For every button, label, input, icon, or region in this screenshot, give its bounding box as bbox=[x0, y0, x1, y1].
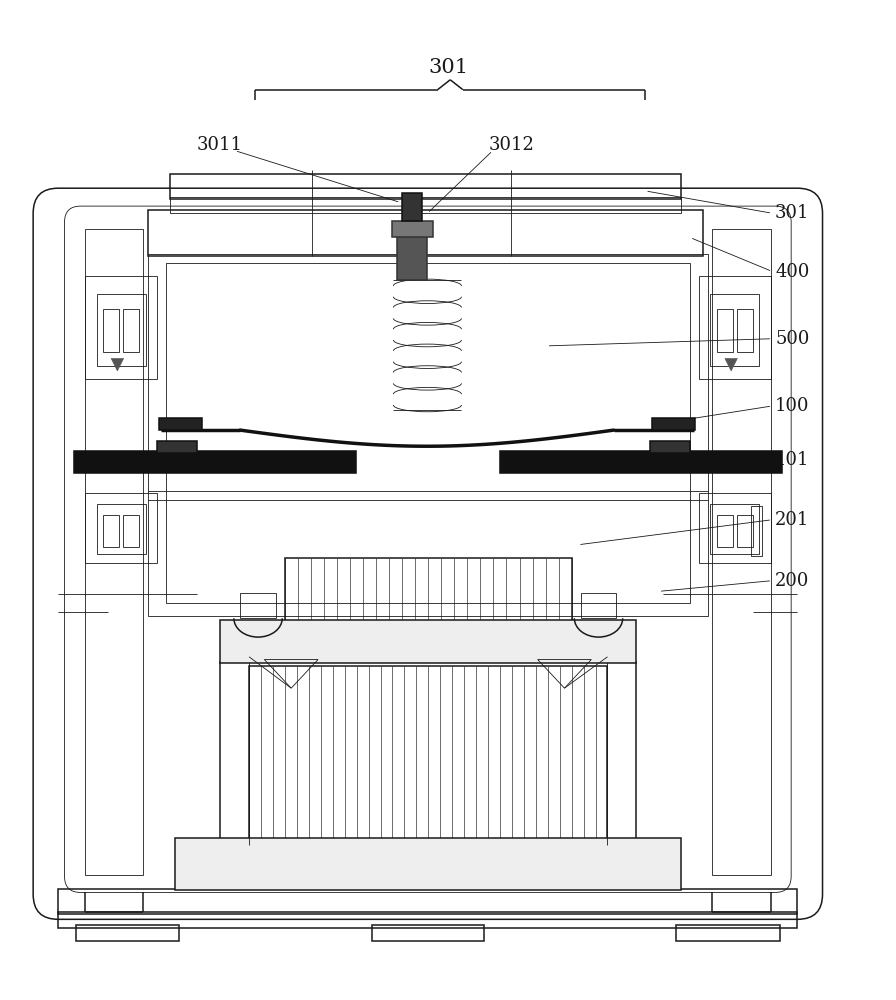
Bar bbox=[103, 309, 119, 352]
Bar bbox=[710, 504, 759, 554]
Bar bbox=[97, 294, 146, 366]
Bar bbox=[717, 515, 733, 547]
Text: 3011: 3011 bbox=[197, 136, 243, 154]
Bar bbox=[85, 276, 157, 379]
Bar bbox=[737, 515, 753, 547]
Text: 101: 101 bbox=[775, 451, 810, 469]
Bar bbox=[751, 506, 762, 556]
Bar bbox=[76, 453, 354, 471]
Bar bbox=[123, 309, 139, 352]
Bar bbox=[85, 229, 143, 875]
Bar bbox=[175, 838, 681, 890]
Bar bbox=[170, 174, 681, 199]
Text: 500: 500 bbox=[775, 330, 809, 348]
Bar bbox=[240, 593, 276, 618]
Bar bbox=[103, 515, 119, 547]
Text: 301: 301 bbox=[428, 58, 468, 77]
Bar bbox=[166, 263, 690, 603]
Bar bbox=[699, 276, 771, 379]
Bar bbox=[76, 925, 179, 941]
Bar bbox=[58, 912, 797, 928]
Text: 400: 400 bbox=[775, 263, 809, 281]
Text: 201: 201 bbox=[775, 511, 809, 529]
Text: 200: 200 bbox=[775, 572, 809, 590]
Bar bbox=[676, 925, 780, 941]
Bar bbox=[285, 558, 572, 661]
Bar bbox=[402, 193, 422, 221]
Bar bbox=[650, 441, 690, 453]
Bar bbox=[123, 515, 139, 547]
Bar bbox=[85, 493, 157, 563]
Bar bbox=[148, 254, 708, 616]
Bar bbox=[652, 418, 695, 430]
Bar bbox=[170, 197, 681, 213]
Bar bbox=[97, 504, 146, 554]
Bar bbox=[220, 620, 636, 663]
Bar bbox=[372, 925, 484, 941]
Bar bbox=[581, 593, 616, 618]
Polygon shape bbox=[725, 358, 737, 371]
Polygon shape bbox=[111, 358, 124, 371]
Bar bbox=[737, 309, 753, 352]
Bar bbox=[148, 210, 703, 256]
Bar bbox=[712, 229, 771, 875]
Text: 100: 100 bbox=[775, 397, 810, 415]
Bar bbox=[699, 493, 771, 563]
Bar bbox=[397, 229, 427, 280]
Bar bbox=[717, 309, 733, 352]
Bar bbox=[392, 221, 433, 237]
Text: 3012: 3012 bbox=[488, 136, 534, 154]
Bar bbox=[157, 441, 197, 453]
Text: 301: 301 bbox=[775, 204, 810, 222]
Bar bbox=[710, 294, 759, 366]
Bar bbox=[249, 666, 607, 845]
Bar bbox=[58, 889, 797, 914]
Bar bbox=[502, 453, 780, 471]
Bar bbox=[159, 418, 202, 430]
